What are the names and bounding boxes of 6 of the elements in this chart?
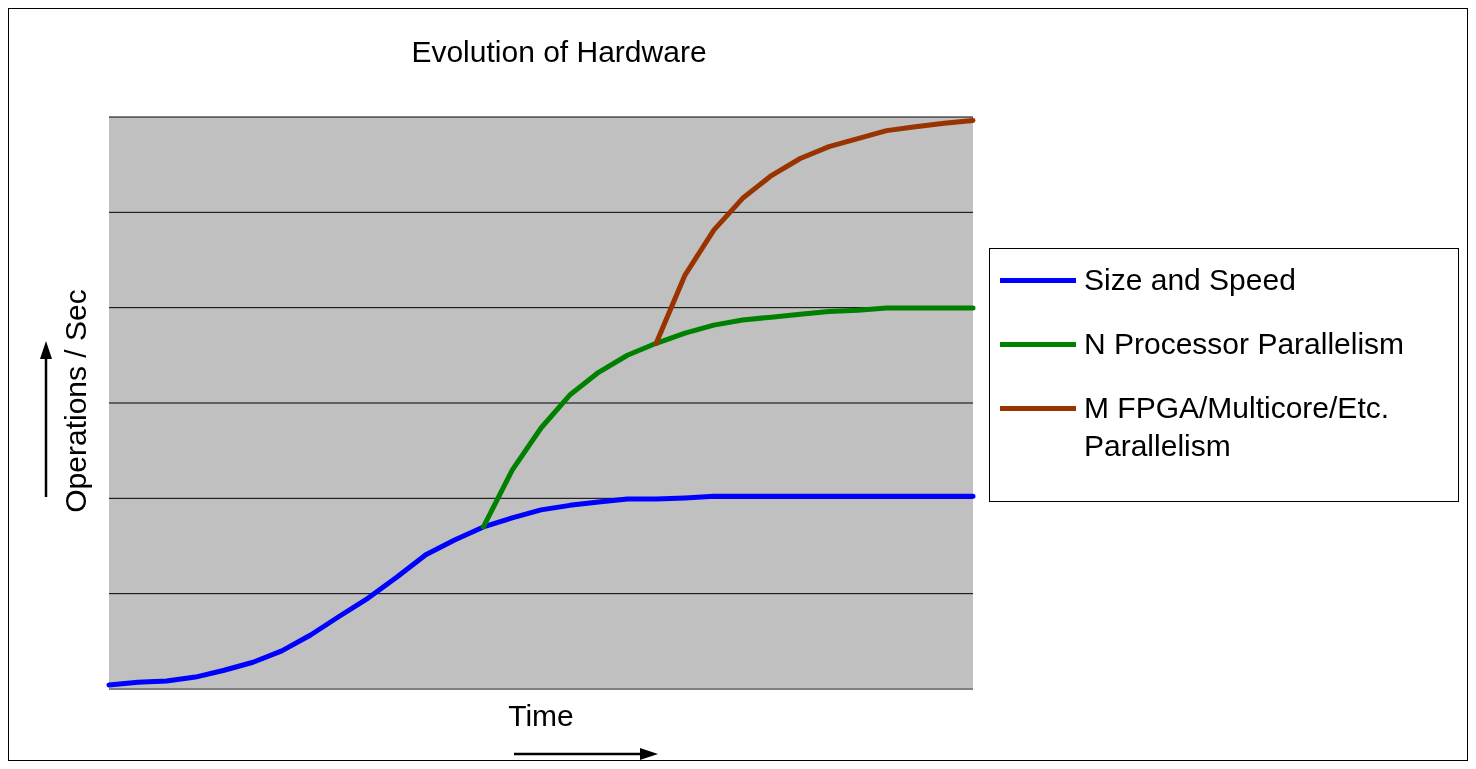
y-axis-title: Operations / Sec bbox=[59, 289, 93, 513]
x-axis-title: Time bbox=[507, 699, 575, 733]
legend-label: N Processor Parallelism bbox=[1084, 326, 1405, 362]
chart-title: Evolution of Hardware bbox=[410, 35, 708, 69]
legend-label: Size and Speed bbox=[1084, 262, 1296, 298]
legend-label: M FPGA/Multicore/Etc. Parallelism bbox=[1084, 390, 1391, 464]
